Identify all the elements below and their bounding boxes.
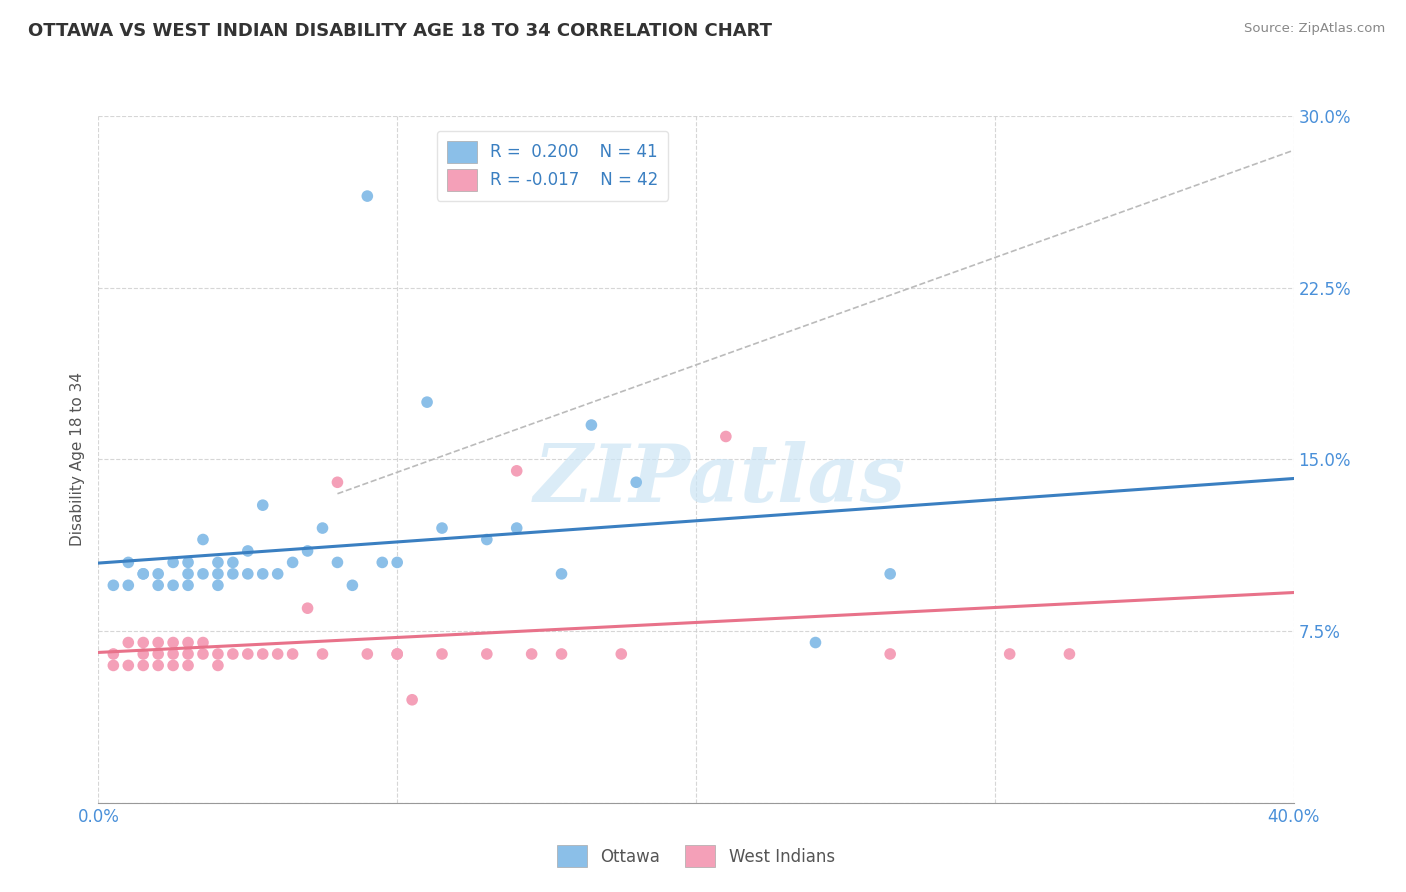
Point bbox=[117, 658, 139, 673]
Point bbox=[148, 578, 170, 592]
Point bbox=[177, 566, 200, 581]
Point bbox=[326, 555, 349, 570]
Text: OTTAWA VS WEST INDIAN DISABILITY AGE 18 TO 34 CORRELATION CHART: OTTAWA VS WEST INDIAN DISABILITY AGE 18 … bbox=[28, 22, 772, 40]
Point bbox=[550, 566, 572, 581]
Y-axis label: Disability Age 18 to 34: Disability Age 18 to 34 bbox=[69, 372, 84, 547]
Point bbox=[162, 658, 184, 673]
Point bbox=[191, 635, 214, 649]
Point bbox=[236, 566, 259, 581]
Point bbox=[311, 521, 333, 535]
Point bbox=[252, 647, 274, 661]
Text: Source: ZipAtlas.com: Source: ZipAtlas.com bbox=[1244, 22, 1385, 36]
Point bbox=[581, 417, 603, 433]
Point bbox=[117, 578, 139, 592]
Point bbox=[103, 578, 125, 592]
Point bbox=[506, 521, 529, 535]
Point bbox=[624, 475, 647, 490]
Point bbox=[132, 635, 155, 649]
Point bbox=[103, 658, 125, 673]
Point bbox=[371, 555, 394, 570]
Point bbox=[281, 647, 304, 661]
Point bbox=[252, 566, 274, 581]
Point bbox=[177, 658, 200, 673]
Point bbox=[117, 635, 139, 649]
Point bbox=[222, 566, 245, 581]
Point bbox=[252, 498, 274, 512]
Point bbox=[177, 635, 200, 649]
Point bbox=[148, 635, 170, 649]
Point bbox=[385, 647, 409, 661]
Point bbox=[416, 395, 439, 409]
Point bbox=[879, 647, 901, 661]
Point bbox=[475, 533, 498, 547]
Point bbox=[177, 555, 200, 570]
Point bbox=[281, 555, 304, 570]
Point bbox=[148, 566, 170, 581]
Point bbox=[103, 647, 125, 661]
Point bbox=[356, 189, 378, 203]
Text: ZIPatlas: ZIPatlas bbox=[534, 442, 905, 519]
Point bbox=[148, 647, 170, 661]
Point bbox=[222, 647, 245, 661]
Point bbox=[430, 521, 453, 535]
Point bbox=[207, 658, 229, 673]
Point bbox=[132, 566, 155, 581]
Point bbox=[356, 647, 378, 661]
Point bbox=[207, 647, 229, 661]
Point bbox=[207, 555, 229, 570]
Point bbox=[207, 566, 229, 581]
Point bbox=[132, 566, 155, 581]
Point bbox=[117, 555, 139, 570]
Point bbox=[326, 475, 349, 490]
Point bbox=[550, 647, 572, 661]
Point bbox=[297, 601, 319, 615]
Point bbox=[236, 647, 259, 661]
Point bbox=[222, 555, 245, 570]
Point bbox=[342, 578, 364, 592]
Point bbox=[191, 647, 214, 661]
Point bbox=[506, 464, 529, 478]
Point bbox=[610, 647, 633, 661]
Point bbox=[148, 658, 170, 673]
Point bbox=[714, 429, 737, 443]
Point bbox=[177, 647, 200, 661]
Point bbox=[520, 647, 543, 661]
Point bbox=[236, 544, 259, 558]
Point bbox=[267, 647, 290, 661]
Point bbox=[385, 555, 409, 570]
Point bbox=[401, 692, 423, 706]
Point bbox=[162, 578, 184, 592]
Point bbox=[162, 555, 184, 570]
Point bbox=[998, 647, 1021, 661]
Point bbox=[311, 647, 333, 661]
Point bbox=[207, 578, 229, 592]
Point bbox=[132, 658, 155, 673]
Point bbox=[804, 635, 827, 649]
Point bbox=[1059, 647, 1081, 661]
Point bbox=[430, 647, 453, 661]
Point bbox=[177, 578, 200, 592]
Point bbox=[385, 647, 409, 661]
Point bbox=[191, 566, 214, 581]
Point bbox=[162, 647, 184, 661]
Point bbox=[297, 544, 319, 558]
Point bbox=[162, 635, 184, 649]
Legend: Ottawa, West Indians: Ottawa, West Indians bbox=[551, 838, 841, 873]
Point bbox=[879, 566, 901, 581]
Point bbox=[132, 647, 155, 661]
Point bbox=[191, 533, 214, 547]
Point bbox=[475, 647, 498, 661]
Point bbox=[267, 566, 290, 581]
